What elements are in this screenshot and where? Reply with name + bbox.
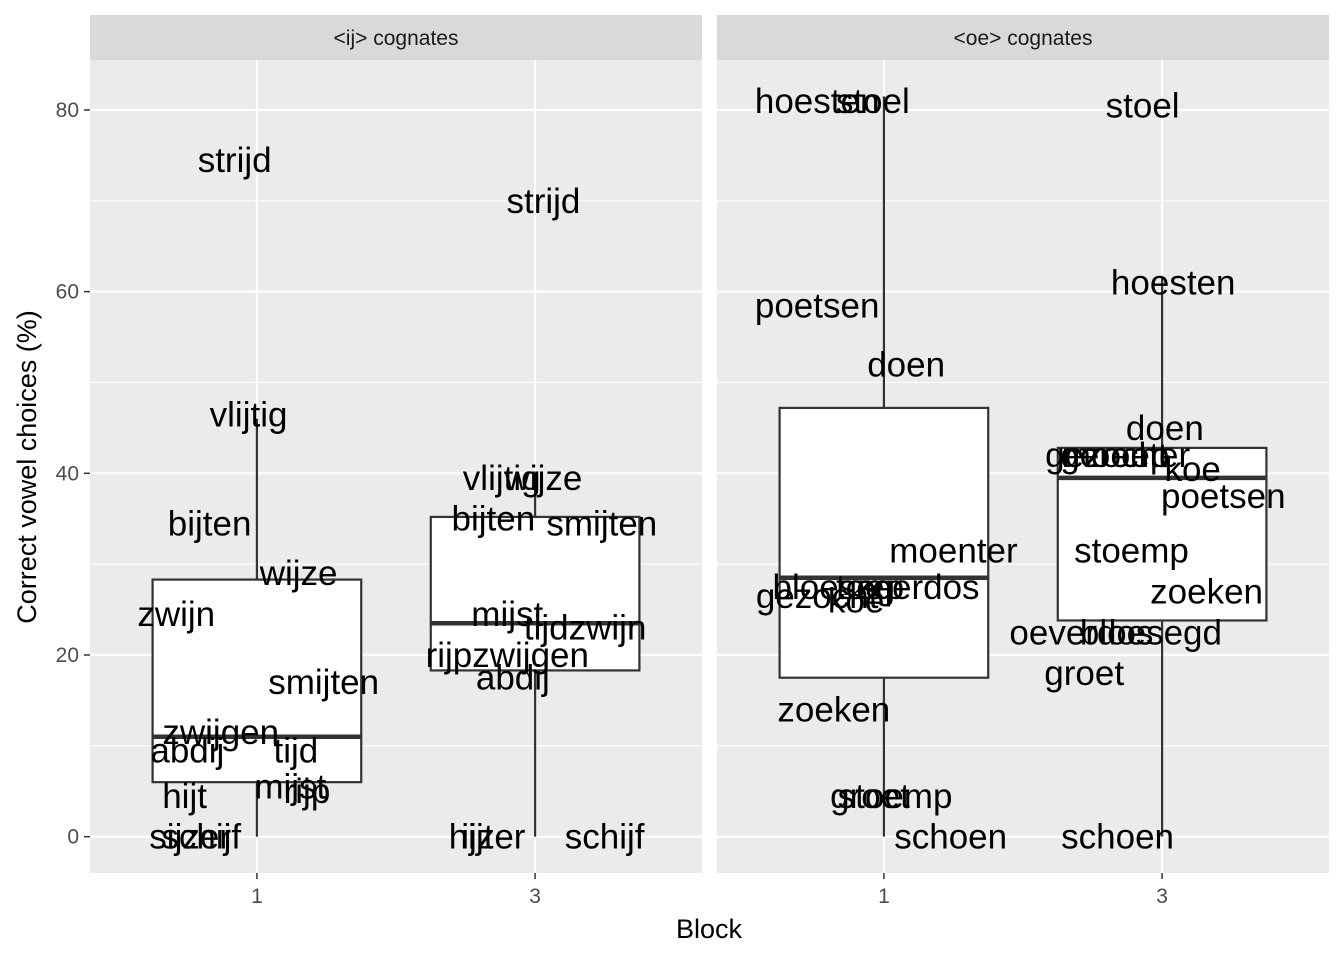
word-label: zoeken xyxy=(777,690,890,729)
word-label: smijten xyxy=(546,504,657,543)
word-label: moenter xyxy=(1062,436,1191,475)
word-label: schoen xyxy=(894,818,1007,857)
word-label: abdij xyxy=(150,731,224,770)
axes: Block Correct vowel choices (%) 1 3 1 3 0 20 4… xyxy=(12,99,1168,944)
word-label: sijzer xyxy=(149,818,231,857)
y-tick-label: 20 xyxy=(56,644,79,667)
x-tick-label: 3 xyxy=(1156,885,1168,908)
word-label: moenter xyxy=(889,532,1018,571)
word-label: wijze xyxy=(504,459,583,498)
word-label: groet xyxy=(830,777,910,816)
word-label: vlijtig xyxy=(463,459,541,498)
panel-strip xyxy=(717,15,1329,60)
word-label: poetsen xyxy=(1161,477,1286,516)
word-label: bloesegd xyxy=(1080,613,1222,652)
word-label: strijd xyxy=(198,141,272,180)
word-label: mijst xyxy=(254,768,326,807)
panel-title: <ij> cognates xyxy=(334,27,459,50)
word-label: geroep xyxy=(1060,436,1169,475)
word-label: zwijn xyxy=(137,595,215,634)
word-label: vlijtig xyxy=(210,395,288,434)
word-label: bijten xyxy=(452,500,536,539)
box-body xyxy=(429,515,641,672)
word-label: koe xyxy=(828,581,884,620)
box-body xyxy=(151,578,363,784)
y-axis-title: Correct vowel choices (%) xyxy=(12,310,42,624)
word-label: doen xyxy=(867,345,945,384)
word-label: hijt xyxy=(449,818,494,857)
word-label: oeverdos xyxy=(1009,613,1153,652)
word-label: rijpzwijgen xyxy=(426,636,589,675)
y-tick-label: 60 xyxy=(56,281,79,304)
y-tick-label: 80 xyxy=(56,99,79,122)
word-label: toep xyxy=(836,568,904,607)
word-label: groet xyxy=(1044,654,1124,693)
word-label: zwijgen xyxy=(162,713,279,752)
panel-title: <oe> cognates xyxy=(954,27,1093,50)
word-label: stoel xyxy=(836,82,910,121)
word-label: bloeseg xyxy=(773,568,896,607)
box-block-3 xyxy=(429,473,641,837)
panel-2: <oe> cognateshoestenstoelpoetsendoenmoen… xyxy=(717,15,1329,873)
word-label: doen xyxy=(1126,409,1204,448)
word-label: schijf xyxy=(161,818,241,857)
word-label: stoemp xyxy=(1074,532,1189,571)
panel-1: <ij> cognatesstrijdvlijtigbijtenwijzezwi… xyxy=(90,15,702,873)
word-label: stoemp xyxy=(838,777,953,816)
y-tick-label: 0 xyxy=(67,826,79,849)
panel-strip xyxy=(90,15,702,60)
word-label: schijf xyxy=(565,818,645,857)
word-label: hoesten xyxy=(755,82,880,121)
word-label: gezocht xyxy=(1045,436,1168,475)
box-body xyxy=(778,406,990,679)
word-label: hoesten xyxy=(1111,264,1236,303)
x-tick-label: 1 xyxy=(251,885,263,908)
box-block-1 xyxy=(151,418,363,837)
box-block-1 xyxy=(778,96,990,837)
word-label: ijzer xyxy=(461,818,526,857)
word-label: mijst xyxy=(471,595,543,634)
y-tick-label: 40 xyxy=(56,462,79,485)
word-label: schoen xyxy=(1061,818,1174,857)
box-block-3 xyxy=(1056,278,1268,837)
word-label: gezocht xyxy=(756,577,879,616)
panels: <ij> cognatesstrijdvlijtigbijtenwijzezwi… xyxy=(90,15,1329,873)
word-label: hijt xyxy=(162,777,207,816)
word-label: tijdzwijn xyxy=(524,609,647,648)
x-axis-title: Block xyxy=(676,914,743,944)
word-label: wijze xyxy=(259,554,338,593)
word-label: poetsen xyxy=(755,286,880,325)
word-label: koe xyxy=(1164,450,1220,489)
word-label: bijten xyxy=(168,504,252,543)
word-label: zeerdos xyxy=(855,568,980,607)
word-label: smijten xyxy=(268,663,379,702)
word-label: strijd xyxy=(506,182,580,221)
word-label: abdij xyxy=(476,659,550,698)
x-tick-label: 1 xyxy=(878,885,890,908)
word-label: rijp xyxy=(284,772,331,811)
x-tick-label: 3 xyxy=(529,885,541,908)
word-label: stoel xyxy=(1106,86,1180,125)
word-label: zoeken xyxy=(1150,572,1263,611)
word-label: tijd xyxy=(273,731,318,770)
